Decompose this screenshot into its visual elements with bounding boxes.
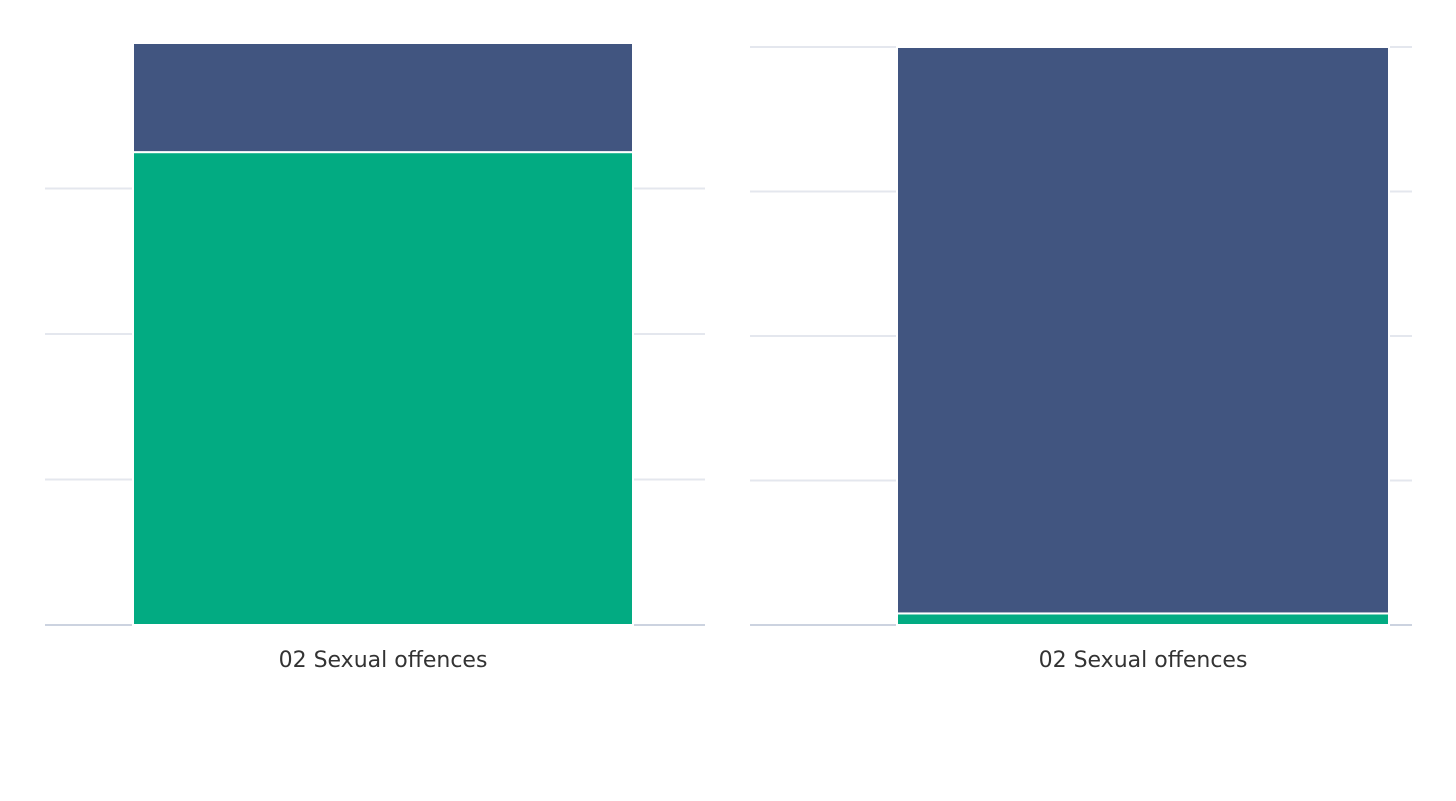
bar-segment [896,46,1390,615]
bar-segment [896,612,1390,627]
bar-segment [132,151,634,626]
x-tick-label: 02 Sexual offences [279,648,488,673]
bar-segment [132,42,634,154]
x-tick-label: 02 Sexual offences [1039,648,1248,673]
